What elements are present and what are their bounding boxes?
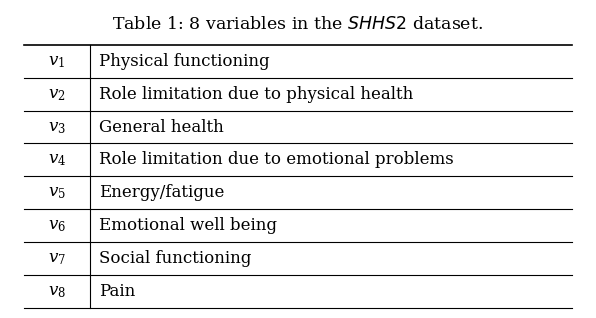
- Text: $v_4$: $v_4$: [48, 151, 66, 169]
- Text: Physical functioning: Physical functioning: [98, 52, 269, 70]
- Text: $v_6$: $v_6$: [48, 218, 66, 234]
- Text: $v_1$: $v_1$: [48, 52, 66, 70]
- Text: $v_8$: $v_8$: [48, 283, 66, 301]
- Text: $v_2$: $v_2$: [48, 86, 66, 102]
- Text: Pain: Pain: [98, 283, 135, 301]
- Text: Role limitation due to physical health: Role limitation due to physical health: [98, 86, 413, 102]
- Text: Energy/fatigue: Energy/fatigue: [98, 184, 224, 202]
- Text: Emotional well being: Emotional well being: [98, 218, 277, 234]
- Text: General health: General health: [98, 119, 224, 135]
- Text: Table 1: 8 variables in the $\mathit{SHHS2}$ dataset.: Table 1: 8 variables in the $\mathit{SHH…: [113, 16, 483, 33]
- Text: Role limitation due to emotional problems: Role limitation due to emotional problem…: [98, 151, 454, 169]
- Text: $v_5$: $v_5$: [48, 184, 66, 202]
- Text: $v_3$: $v_3$: [48, 119, 66, 135]
- Text: $v_7$: $v_7$: [48, 251, 66, 267]
- Text: Social functioning: Social functioning: [98, 251, 251, 267]
